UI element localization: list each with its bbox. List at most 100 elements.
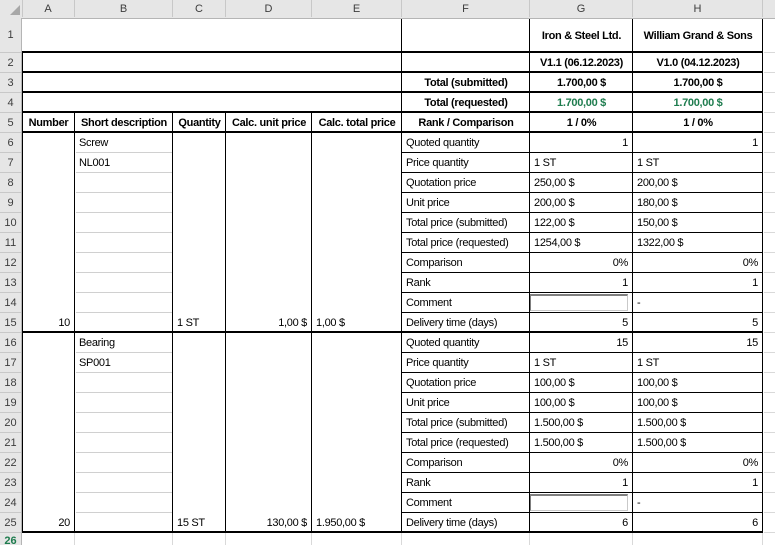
row-header-20[interactable]: 20 [0, 413, 21, 433]
grid-line [22, 51, 763, 53]
select-all-triangle-icon [10, 5, 20, 15]
cell-item2-vendor1-quoted-quantity[interactable]: 15 [616, 337, 628, 349]
row-header-2[interactable]: 2 [0, 53, 21, 73]
grid-line [311, 533, 312, 545]
grid-line [22, 531, 763, 533]
row-header-19[interactable]: 19 [0, 393, 21, 413]
grid-line [225, 113, 226, 533]
row-header-21[interactable]: 21 [0, 433, 21, 453]
row-header-6[interactable]: 6 [0, 133, 21, 153]
row-header-24[interactable]: 24 [0, 493, 21, 513]
cell-item1-description[interactable]: Screw [79, 137, 109, 149]
cell-vendor1-version[interactable]: V1.1 (06.12.2023) [540, 57, 623, 69]
cell-item1-vendor2-delivery-time[interactable]: 5 [752, 317, 758, 329]
row-header-15[interactable]: 15 [0, 313, 21, 333]
row-header-25[interactable]: 25 [0, 513, 21, 533]
cell-item1-quantity[interactable]: 1 ST [177, 317, 200, 329]
cell-label-total-requested[interactable]: Total (requested) [424, 97, 508, 109]
grid-line [762, 533, 763, 545]
cell-vendor2-version[interactable]: V1.0 (04.12.2023) [656, 57, 740, 69]
row-header-3[interactable]: 3 [0, 73, 21, 93]
grid-line [22, 71, 763, 73]
cell-header-quantity[interactable]: Quantity [178, 117, 221, 129]
row-header-23[interactable]: 23 [0, 473, 21, 493]
cell-header-number[interactable]: Number [28, 117, 69, 129]
cell-item2-label-delivery-time[interactable]: Delivery time (days) [406, 517, 498, 529]
cell-item2-label-quoted-quantity[interactable]: Quoted quantity [406, 337, 480, 349]
row-header-16[interactable]: 16 [0, 333, 21, 353]
row-header-17[interactable]: 17 [0, 353, 21, 373]
column-header-partial-i[interactable] [763, 0, 775, 17]
cell-item1-number[interactable]: 10 [58, 317, 70, 329]
cell-item1-label-quoted-quantity[interactable]: Quoted quantity [406, 137, 480, 149]
cell-item1-label-delivery-time[interactable]: Delivery time (days) [406, 317, 498, 329]
row-header-22[interactable]: 22 [0, 453, 21, 473]
column-header-b[interactable]: B [75, 0, 173, 17]
cell-item1-calc-unit-price[interactable]: 1,00 $ [278, 317, 307, 329]
column-header-band: A B C D E F G H [0, 0, 775, 19]
row-header-4[interactable]: 4 [0, 93, 21, 113]
cell-header-calc-total-price[interactable]: Calc. total price [318, 117, 396, 129]
cell-vendor1-name[interactable]: Iron & Steel Ltd. [541, 29, 622, 42]
cell-item2-vendor1-delivery-time[interactable]: 6 [622, 517, 628, 529]
column-header-h[interactable]: H [633, 0, 763, 17]
cell-vendor1-total-requested[interactable]: 1.700,00 $ [557, 97, 606, 109]
row-header-1[interactable]: 1 [0, 18, 21, 53]
cell-item1-vendor1-delivery-time[interactable]: 5 [622, 317, 628, 329]
cell-vendor1-total-submitted[interactable]: 1.700,00 $ [557, 77, 606, 89]
cell-item2-quantity[interactable]: 15 ST [177, 517, 205, 529]
cell-vendor1-rank-comparison[interactable]: 1 / 0% [566, 117, 597, 129]
grid-line [74, 113, 75, 533]
cell-item2-number[interactable]: 20 [58, 517, 70, 529]
row-header-13[interactable]: 13 [0, 273, 21, 293]
cell-item2-description[interactable]: Bearing [79, 337, 115, 349]
column-header-a[interactable]: A [22, 0, 75, 17]
cell-header-short-description[interactable]: Short description [81, 117, 167, 129]
grid-line [172, 533, 173, 545]
grid-line [402, 152, 763, 313]
row-header-8[interactable]: 8 [0, 173, 21, 193]
cell-vendor2-rank-comparison[interactable]: 1 / 0% [683, 117, 713, 129]
row-header-18[interactable]: 18 [0, 373, 21, 393]
cell-item1-vendor2-quoted-quantity[interactable]: 1 [752, 137, 758, 149]
cell-item2-vendor2-delivery-time[interactable]: 6 [752, 517, 758, 529]
row-header-9[interactable]: 9 [0, 193, 21, 213]
cell-item1-vendor1-quoted-quantity[interactable]: 1 [622, 137, 628, 149]
cell-vendor2-name[interactable]: William Grand & Sons [643, 29, 753, 42]
column-header-g[interactable]: G [530, 0, 633, 17]
cell-label-total-submitted[interactable]: Total (submitted) [424, 77, 508, 89]
grid-line [22, 91, 763, 93]
row-header-7[interactable]: 7 [0, 153, 21, 173]
row-header-14[interactable]: 14 [0, 293, 21, 313]
grid-line [22, 131, 763, 133]
row-header-band: 1 2 3 4 5 6 7 8 9 10 11 12 13 14 15 16 1… [0, 18, 22, 545]
grid-line [402, 352, 763, 513]
grid-line [311, 113, 312, 533]
row-header-5[interactable]: 5 [0, 113, 21, 133]
select-all-corner[interactable] [0, 0, 23, 17]
column-header-d[interactable]: D [226, 0, 312, 17]
cell-vendor2-total-requested[interactable]: 1.700,00 $ [673, 97, 723, 109]
grid-line [22, 53, 23, 533]
cell-vendor2-total-submitted[interactable]: 1.700,00 $ [673, 77, 723, 89]
row-header-11[interactable]: 11 [0, 233, 21, 253]
row-header-10[interactable]: 10 [0, 213, 21, 233]
column-header-f[interactable]: F [402, 0, 530, 17]
sheet-body: Iron & Steel Ltd. William Grand & Sons V… [22, 18, 775, 545]
column-header-e[interactable]: E [312, 0, 402, 17]
cell-item2-calc-total-price[interactable]: 1.950,00 $ [316, 517, 365, 529]
cell-header-rank-comparison[interactable]: Rank / Comparison [418, 117, 514, 129]
cell-header-calc-unit-price[interactable]: Calc. unit price [231, 117, 307, 129]
grid-line [225, 533, 226, 545]
grid-line [76, 152, 172, 313]
grid-line [76, 352, 172, 513]
cell-item1-calc-total-price[interactable]: 1,00 $ [316, 317, 345, 329]
cell-item2-calc-unit-price[interactable]: 130,00 $ [266, 517, 308, 529]
column-header-c[interactable]: C [173, 0, 226, 17]
row-header-12[interactable]: 12 [0, 253, 21, 273]
cell-item2-vendor2-quoted-quantity[interactable]: 15 [746, 337, 758, 349]
grid-line [401, 533, 402, 545]
grid-line [764, 52, 775, 533]
row-header-26-partial[interactable]: 26 [4, 535, 17, 545]
